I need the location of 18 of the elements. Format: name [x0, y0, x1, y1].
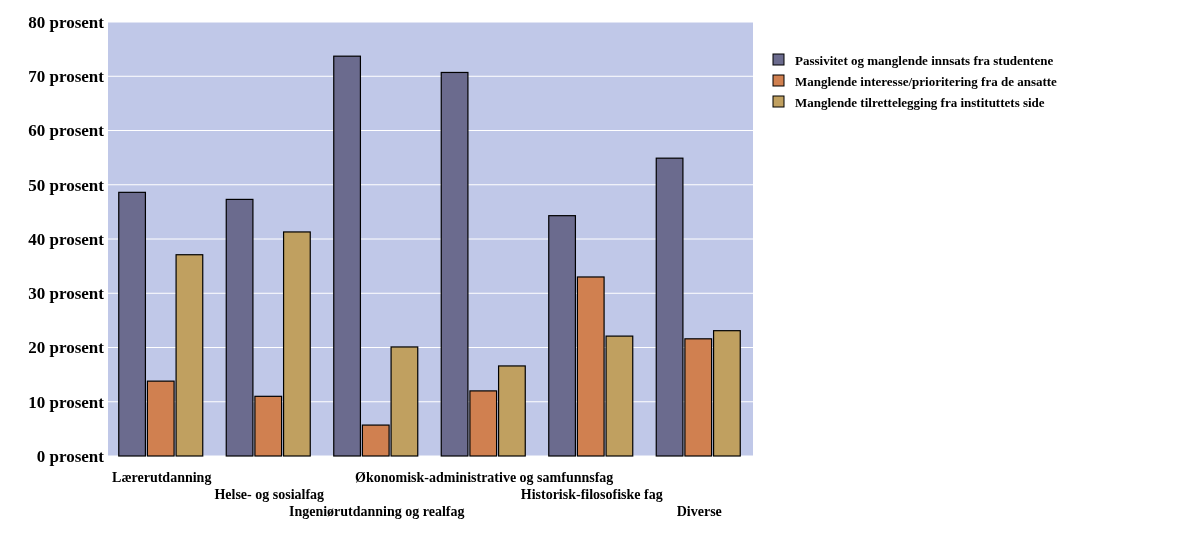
- y-tick-label: 20 prosent: [28, 338, 105, 358]
- x-tick-label: Diverse: [676, 504, 722, 519]
- y-tick-label: 60 prosent: [28, 121, 105, 141]
- legend-label: Manglende interesse/prioritering fra de ansatte: [795, 73, 1058, 89]
- x-tick-label: Helse- og sosialfag: [214, 487, 325, 502]
- y-tick-label: 50 prosent: [28, 175, 105, 195]
- x-tick-label: Økonomisk-administrative og samfunnsfag: [355, 470, 614, 485]
- y-tick-label: 80 prosent: [28, 12, 105, 32]
- x-tick-label: Historisk-filosofiske fag: [520, 487, 663, 502]
- x-tick-label: Ingeniørutdanning og realfag: [288, 504, 465, 519]
- y-tick-label: 0 prosent: [36, 446, 105, 466]
- y-tick-label: 30 prosent: [28, 284, 105, 304]
- legend-label: Passivitet og manglende innsats fra studentene: [795, 52, 1054, 68]
- x-tick-label: Lærerutdanning: [112, 470, 212, 485]
- legend-label: Manglende tilrettelegging fra instituttets side: [795, 94, 1045, 110]
- y-tick-label: 10 prosent: [28, 392, 105, 412]
- y-tick-label: 40 prosent: [28, 229, 105, 249]
- y-tick-label: 70 prosent: [28, 67, 105, 87]
